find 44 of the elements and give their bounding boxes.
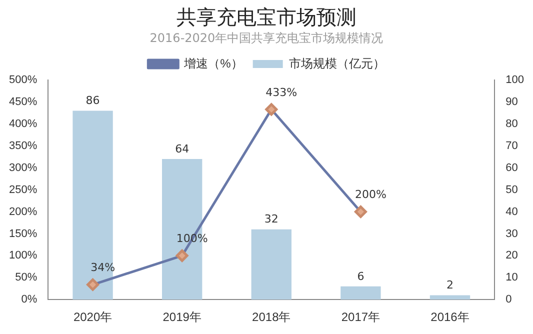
x-tick-label: 2019年	[162, 310, 202, 324]
y-tick-label: 300%	[8, 162, 38, 174]
y-tick-label: 500%	[8, 74, 38, 86]
y2-tick-label: 80	[506, 118, 518, 130]
bar	[72, 110, 113, 300]
legend-label: 市场规模（亿元）	[288, 56, 385, 70]
y2-tick-label: 30	[506, 228, 518, 240]
y-tick-label: 250%	[8, 184, 38, 196]
x-tick-label: 2016年	[430, 310, 470, 324]
chart-subtitle: 2016-2020年中国共享充电宝市场规模情况	[148, 30, 384, 47]
y-tick-label: 50%	[15, 272, 38, 284]
y-tick-label: 0%	[21, 294, 38, 306]
y-tick-label: 400%	[8, 118, 38, 130]
data-label: 100%	[176, 232, 208, 246]
y2-tick-label: 70	[506, 140, 518, 152]
data-label: 32	[264, 212, 278, 226]
y2-tick-label: 50	[506, 184, 518, 196]
y2-tick-label: 40	[506, 206, 518, 218]
data-label: 433%	[266, 86, 298, 99]
data-label: 34%	[90, 261, 116, 274]
y2-tick-label: 0	[506, 294, 512, 306]
y-tick-label: 200%	[8, 206, 38, 218]
y2-tick-label: 60	[506, 162, 518, 174]
y-tick-label: 150%	[8, 228, 38, 240]
data-label: 6	[357, 270, 364, 283]
data-label: 200%	[354, 188, 386, 202]
y-tick-label: 350%	[8, 140, 38, 152]
data-label: 2	[446, 278, 454, 292]
y2-tick-label: 90	[506, 96, 518, 108]
y2-tick-label: 100	[506, 74, 524, 86]
y-tick-label: 450%	[8, 96, 38, 108]
chart-title: 共享充电宝市场预测	[176, 4, 358, 31]
x-tick-label: 2018年	[252, 310, 291, 324]
data-label: 86	[86, 94, 100, 108]
x-tick-label: 2017年	[341, 310, 380, 324]
data-label: 64	[175, 142, 190, 156]
x-tick-label: 2020年	[73, 310, 112, 324]
y2-tick-label: 10	[506, 272, 518, 284]
y2-tick-label: 20	[506, 250, 518, 262]
y-tick-label: 100%	[8, 250, 38, 262]
bar	[430, 295, 470, 300]
bar	[340, 286, 381, 300]
legend-label: 增速（%）	[183, 56, 243, 70]
bar	[251, 229, 292, 300]
